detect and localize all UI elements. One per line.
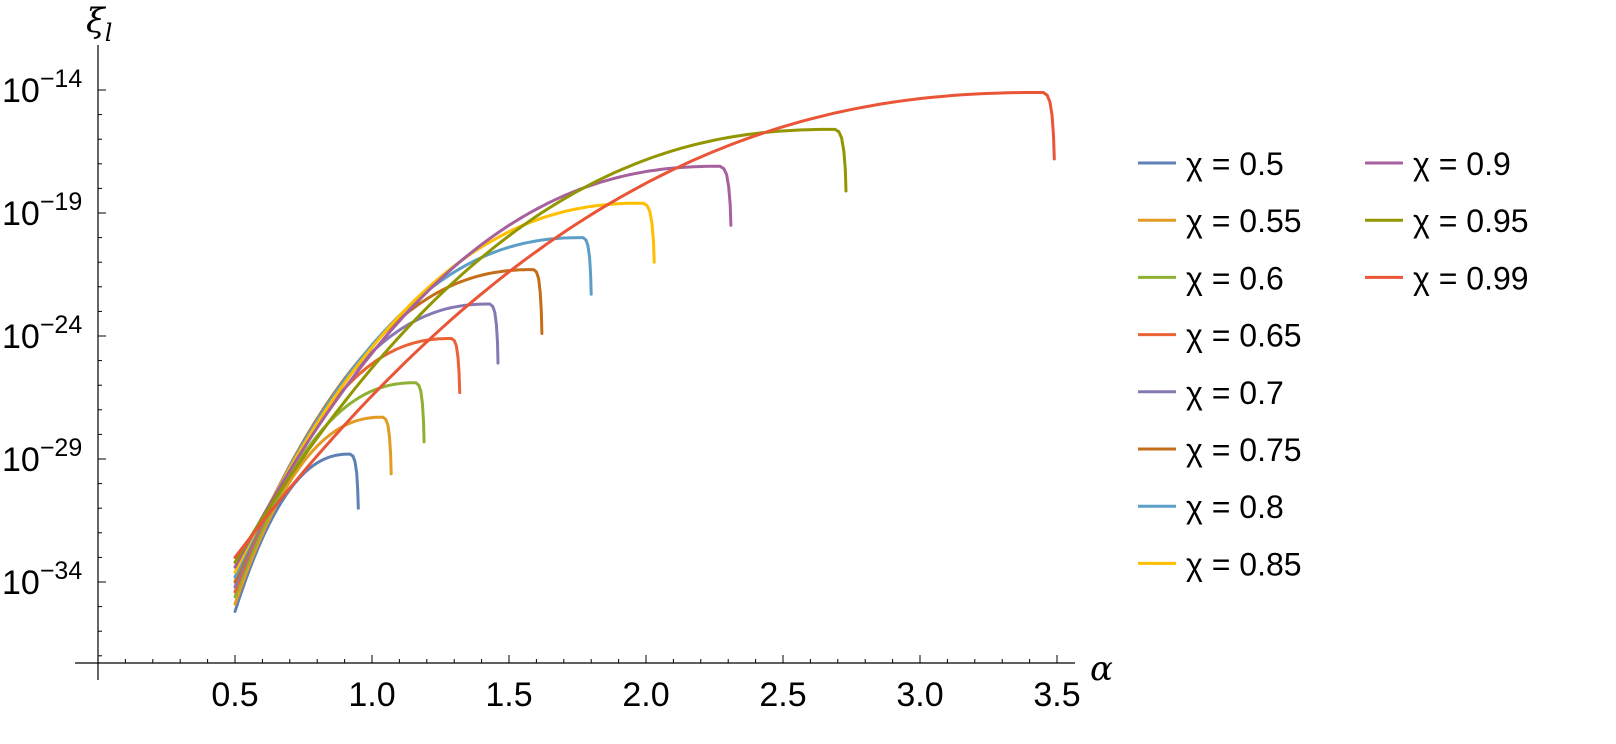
y-ticks: 10−14 10−19 10−24 10−29 10−34 <box>2 65 106 657</box>
legend-label: χ = 0.85 <box>1186 546 1302 582</box>
y-tick-label: 10−34 <box>2 557 82 602</box>
y-axis-label-main: ξ <box>86 1 107 41</box>
series-line <box>233 302 500 589</box>
legend-label: χ = 0.7 <box>1186 375 1284 411</box>
x-tick-label: 2.0 <box>622 676 669 714</box>
y-axis-label-subscript: l <box>105 19 113 47</box>
series-line <box>233 236 593 579</box>
legend-label: χ = 0.6 <box>1186 260 1284 296</box>
x-ticks: 0.5 1.0 1.5 2.0 2.5 3.0 3.5 <box>124 655 1081 714</box>
legend-label: χ = 0.5 <box>1186 146 1284 182</box>
legend: χ = 0.5 χ = 0.55 χ = 0.6 χ = 0.65 χ = 0.7 χ =… <box>1138 146 1529 582</box>
legend-label: χ = 0.95 <box>1413 203 1529 239</box>
legend-label: χ = 0.75 <box>1186 432 1302 468</box>
series-line <box>233 164 733 569</box>
series-line <box>233 91 1056 559</box>
plot-area <box>233 91 1056 613</box>
legend-label: χ = 0.55 <box>1186 203 1302 239</box>
y-tick-label: 10−19 <box>2 188 82 233</box>
series-line <box>233 415 393 606</box>
y-axis-label: ξl <box>86 1 112 47</box>
legend-label: χ = 0.9 <box>1413 146 1511 182</box>
x-tick-label: 3.0 <box>896 676 943 714</box>
series-line <box>233 381 426 599</box>
y-tick-label: 10−29 <box>2 434 82 479</box>
x-tick-label: 0.5 <box>211 676 258 714</box>
legend-label: χ = 0.65 <box>1186 318 1302 354</box>
series-line <box>233 127 848 564</box>
x-tick-label: 1.5 <box>485 676 532 714</box>
legend-label: χ = 0.99 <box>1413 260 1529 296</box>
legend-label: χ = 0.8 <box>1186 489 1284 525</box>
y-tick-label: 10−24 <box>2 311 82 356</box>
x-tick-label: 3.5 <box>1033 676 1080 714</box>
x-tick-label: 1.0 <box>348 676 395 714</box>
x-tick-label: 2.5 <box>759 676 806 714</box>
series-line <box>233 201 656 574</box>
x-axis-label: α <box>1090 649 1113 689</box>
y-tick-label: 10−14 <box>2 65 82 110</box>
